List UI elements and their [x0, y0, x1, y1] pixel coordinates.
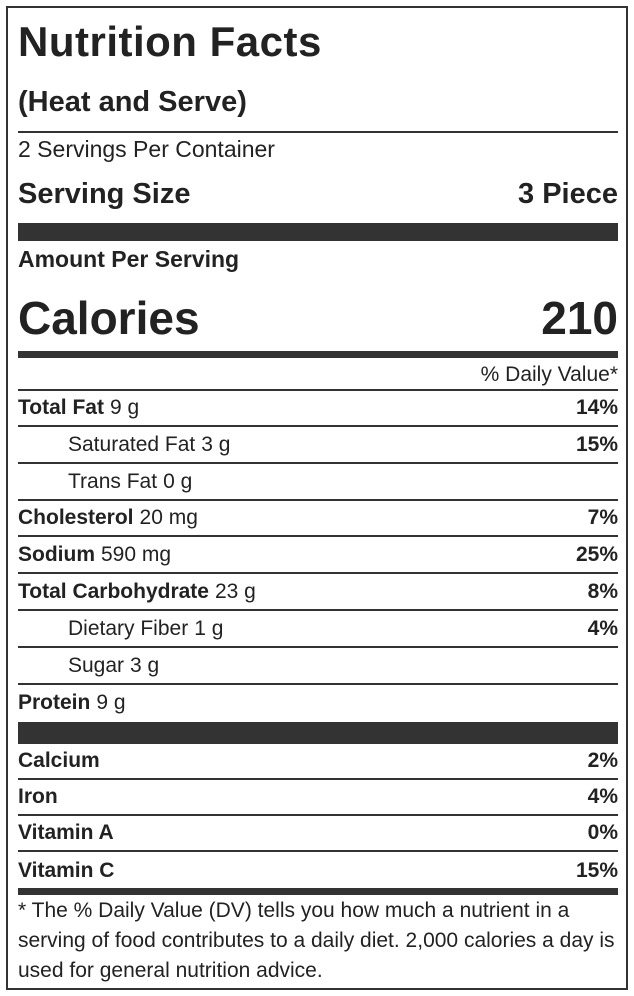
nutrient-label: Sodium 590 mg	[18, 543, 171, 567]
nutrient-label: Trans Fat 0 g	[68, 470, 192, 494]
nutrient-amount: 1 g	[194, 616, 224, 640]
serving-size-value: 3 Piece	[518, 178, 618, 210]
divider	[18, 389, 618, 391]
vitamin-name: Vitamin A	[18, 821, 114, 845]
nutrient-name: Sodium	[18, 543, 95, 567]
nutrient-amount: 3 g	[130, 653, 160, 677]
vitamin-name: Vitamin C	[18, 858, 115, 882]
footnote: * The % Daily Value (DV) tells you how m…	[18, 899, 615, 982]
divider-medium	[18, 351, 618, 358]
nutrient-label: Dietary Fiber 1 g	[68, 617, 223, 641]
vitamin-row: Vitamin A 0%	[18, 816, 618, 853]
daily-value: 7%	[587, 506, 618, 530]
nutrient-row: Total Fat 9 g 14%	[18, 391, 618, 427]
daily-value: 15%	[575, 858, 618, 882]
nutrient-row: Total Carbohydrate 23 g 8%	[18, 575, 618, 611]
nutrient-row: Dietary Fiber 1 g 4%	[18, 612, 618, 648]
vitamin-name: Calcium	[18, 749, 100, 772]
nutrient-row: Cholesterol 20 mg 7%	[18, 501, 618, 538]
nutrient-name: Protein	[18, 691, 91, 715]
daily-value-header: % Daily Value*	[480, 363, 618, 386]
nutrient-label: Total Fat 9 g	[18, 396, 139, 420]
calories-label: Calories	[18, 292, 200, 344]
nutrient-label: Cholesterol 20 mg	[18, 506, 198, 530]
subtitle: (Heat and Serve)	[18, 86, 247, 118]
daily-value: 4%	[587, 785, 618, 809]
nutrient-name: Dietary Fiber	[68, 616, 189, 640]
calories-value: 210	[541, 292, 618, 344]
nutrient-row: Sodium 590 mg 25%	[18, 538, 618, 575]
nutrient-name: Trans Fat	[68, 469, 158, 493]
nutrient-label: Protein 9 g	[18, 691, 126, 715]
nutrient-name: Sugar	[68, 653, 125, 677]
vitamin-row: Vitamin C 15%	[18, 853, 618, 889]
title: Nutrition Facts	[18, 18, 322, 65]
daily-value: 25%	[575, 543, 618, 567]
nutrient-name: Saturated Fat	[68, 432, 196, 456]
divider-thick	[18, 722, 618, 744]
vitamin-row: Calcium 2%	[18, 744, 618, 780]
divider	[18, 131, 618, 133]
nutrient-row: Trans Fat 0 g	[18, 465, 618, 501]
nutrient-amount: 23 g	[214, 580, 256, 603]
divider-medium	[18, 888, 618, 895]
servings-per-container: 2 Servings Per Container	[18, 136, 275, 162]
nutrient-label: Total Carbohydrate 23 g	[18, 580, 256, 604]
divider-thick	[18, 223, 618, 241]
vitamin-row: Iron 4%	[18, 780, 618, 817]
daily-value: 4%	[587, 616, 618, 640]
nutrient-amount: 0 g	[163, 469, 193, 493]
nutrient-name: Total Fat	[18, 396, 104, 419]
nutrient-amount: 9 g	[109, 396, 140, 419]
nutrient-amount: 9 g	[96, 691, 126, 715]
nutrient-label: Sugar 3 g	[68, 654, 159, 678]
daily-value: 0%	[587, 821, 618, 845]
daily-value: 2%	[587, 749, 618, 772]
daily-value: 8%	[587, 580, 618, 603]
nutrient-label: Saturated Fat 3 g	[68, 433, 230, 457]
nutrient-row: Saturated Fat 3 g 15%	[18, 428, 618, 464]
daily-value: 15%	[575, 432, 618, 456]
amount-per-serving: Amount Per Serving	[18, 246, 240, 272]
vitamin-name: Iron	[18, 785, 58, 809]
nutrient-amount: 3 g	[201, 432, 231, 456]
nutrient-name: Cholesterol	[18, 506, 134, 530]
nutrient-amount: 20 mg	[139, 506, 198, 530]
nutrient-amount: 590 mg	[101, 543, 172, 567]
nutrient-row: Protein 9 g	[18, 685, 618, 721]
daily-value: 14%	[575, 396, 618, 419]
serving-size-label: Serving Size	[18, 178, 191, 210]
nutrition-label: Nutrition Facts (Heat and Serve) 2 Servi…	[6, 6, 628, 990]
nutrient-name: Total Carbohydrate	[18, 580, 209, 603]
nutrient-row: Sugar 3 g	[18, 649, 618, 685]
